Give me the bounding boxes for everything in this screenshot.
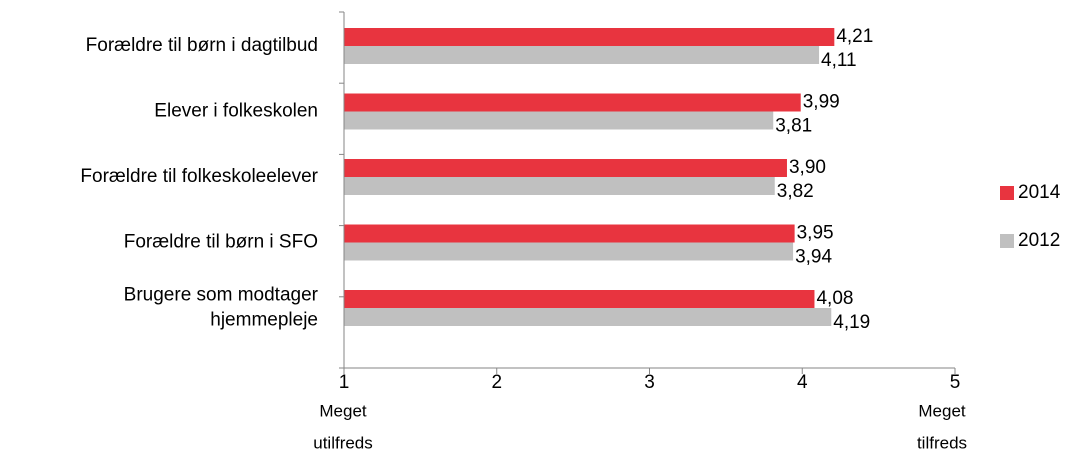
category-label-2: Forældre til folkeskoleelever (80, 166, 318, 187)
axes: 1 2 3 4 5 Meget utilfreds Meget tilfreds (313, 11, 967, 452)
axis-caption-left-1: utilfreds (313, 433, 373, 452)
category-labels: Forældre til børn i dagtilbud Elever i fo… (80, 35, 318, 331)
bar-2014-2 (344, 159, 787, 177)
data-label-2012-2: 3,82 (777, 181, 814, 202)
bar-2012-2 (344, 177, 775, 195)
data-label-2014-1: 3,99 (803, 92, 840, 113)
legend-label-2012: 2012 (1018, 230, 1060, 251)
data-label-2012-1: 3,81 (775, 116, 812, 137)
bar-2014-0 (344, 28, 835, 46)
data-label-2014-3: 3,95 (797, 223, 834, 244)
category-label-3: Forældre til børn i SFO (124, 232, 318, 253)
legend-swatch-2014 (1000, 186, 1014, 200)
data-label-2014-2: 3,90 (789, 157, 826, 178)
x-tick-label-2: 2 (491, 372, 502, 393)
legend-label-2014: 2014 (1018, 182, 1061, 203)
category-label-4-line-0: Brugere som modtager (124, 285, 319, 306)
data-label-2012-4: 4,19 (833, 312, 870, 333)
bar-2012-4 (344, 308, 832, 326)
data-label-2014-4: 4,08 (816, 288, 853, 309)
bar-2012-0 (344, 46, 820, 64)
bar-2014-1 (344, 93, 801, 112)
x-tick-label-4: 4 (797, 372, 808, 393)
x-tick-label-3: 3 (644, 372, 655, 393)
category-label-0: Forældre til børn i dagtilbud (86, 35, 318, 56)
category-label-4-line-1: hjemmepleje (210, 310, 318, 331)
axis-caption-right-0: Meget (918, 401, 966, 420)
legend: 2014 2012 (1000, 182, 1061, 251)
bar-2012-1 (344, 111, 774, 130)
bar-2012-3 (344, 242, 794, 261)
x-tick-label-5: 5 (950, 372, 961, 393)
bar-2014-4 (344, 290, 815, 308)
x-tick-label-1: 1 (339, 372, 350, 393)
data-label-2012-3: 3,94 (795, 247, 832, 268)
bar-2014-3 (344, 224, 795, 243)
data-label-2012-0: 4,11 (821, 50, 857, 71)
bars (344, 28, 835, 326)
data-label-2014-0: 4,21 (836, 26, 873, 47)
axis-caption-left-0: Meget (319, 401, 367, 420)
category-label-1: Elever i folkeskolen (154, 101, 318, 122)
axis-caption-right-1: tilfreds (917, 433, 967, 452)
data-labels: 4,21 4,11 3,99 3,81 3,90 3,82 3,95 3,94 4,08 4,19 (775, 26, 873, 333)
legend-swatch-2012 (1000, 234, 1014, 248)
